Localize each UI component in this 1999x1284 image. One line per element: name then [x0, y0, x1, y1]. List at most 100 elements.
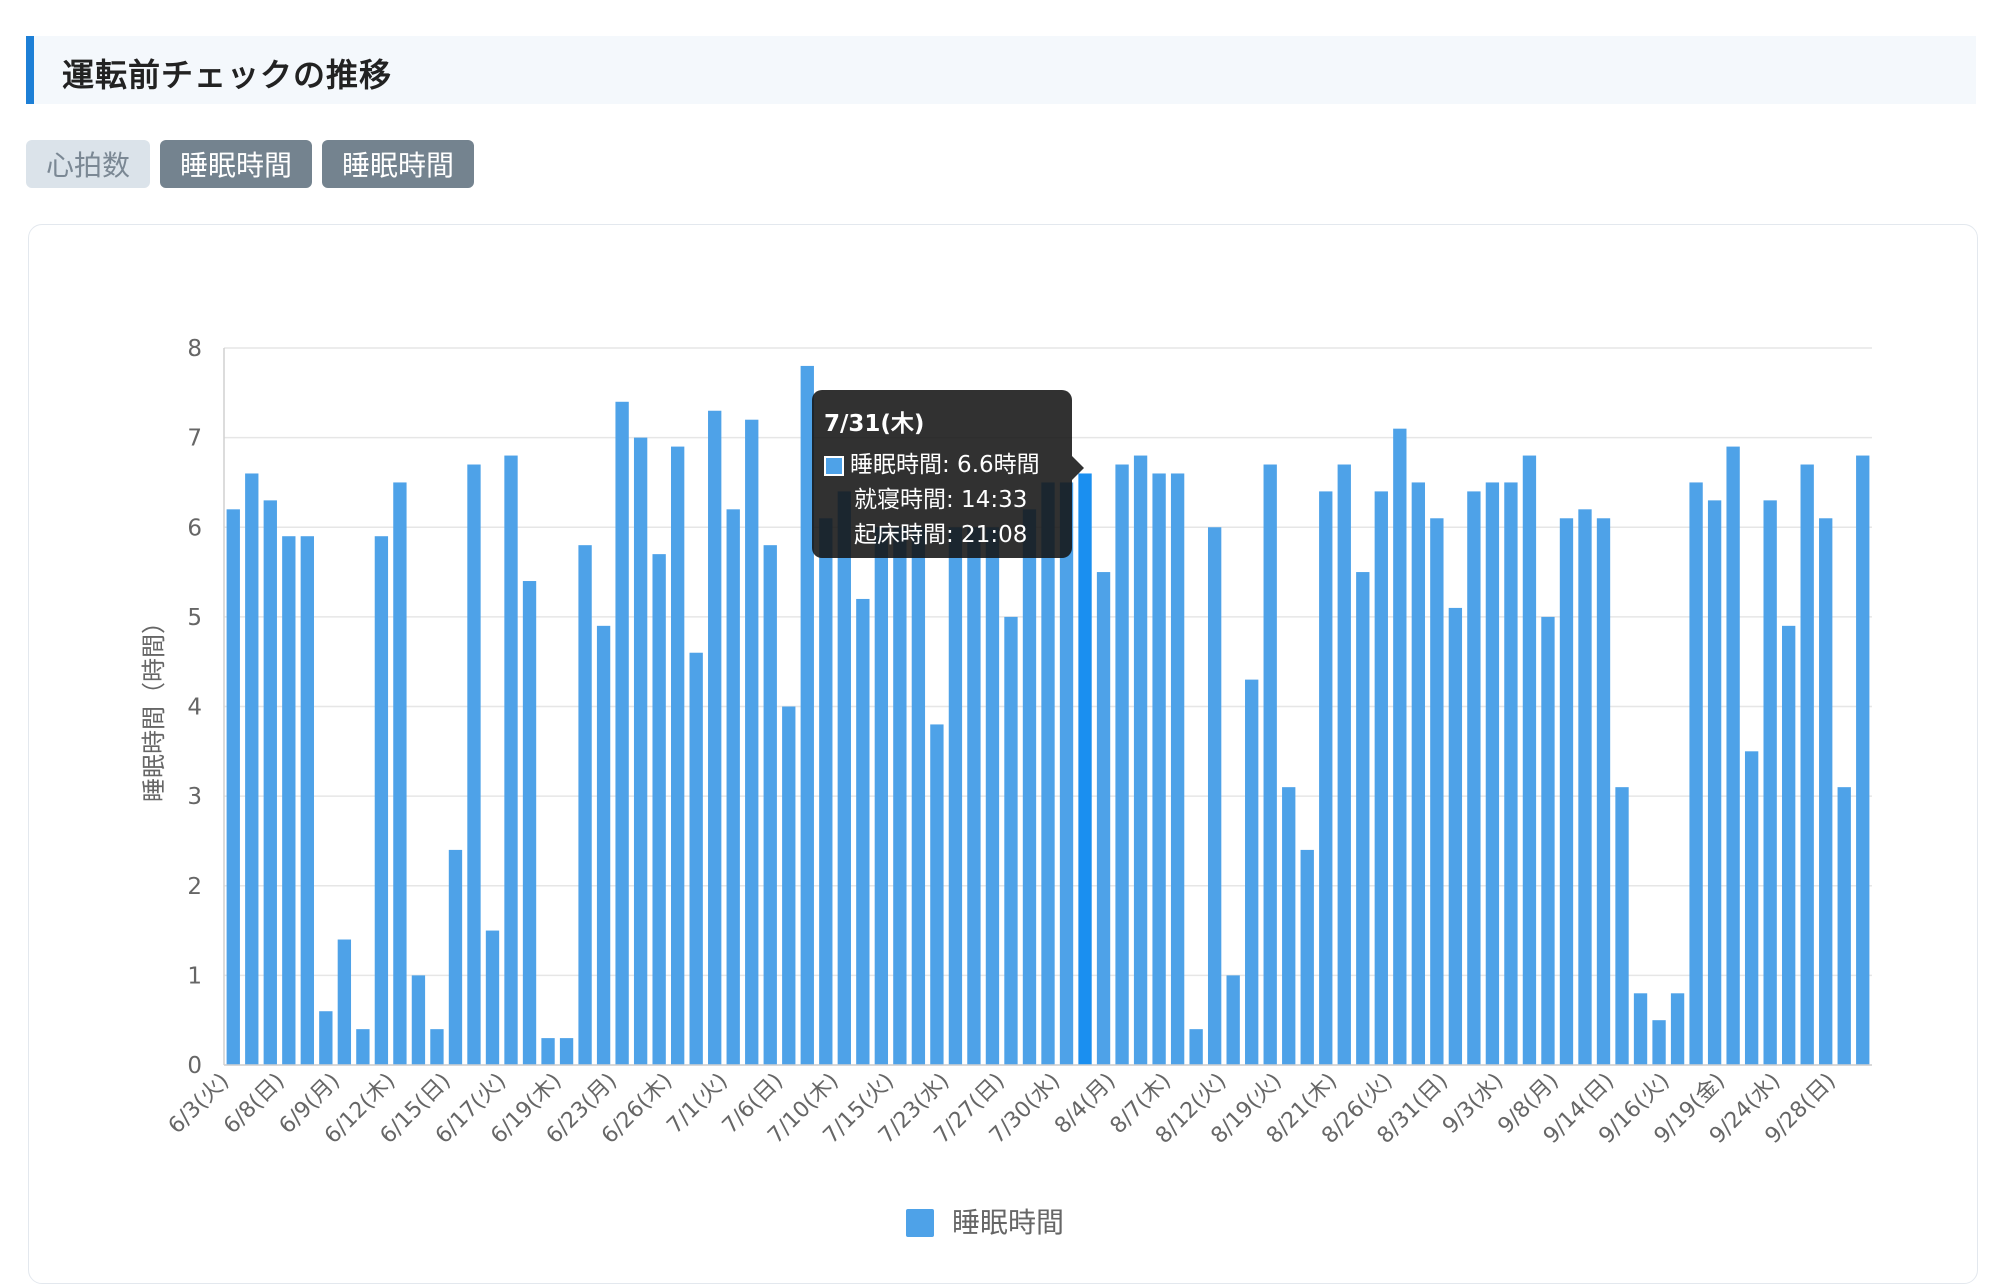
bar — [1689, 482, 1703, 1065]
bar — [1374, 491, 1388, 1065]
bar — [911, 527, 926, 1065]
bar — [1504, 482, 1518, 1065]
bar — [1763, 500, 1777, 1065]
x-tick-label: 8/4(月) — [1050, 1069, 1120, 1139]
bar — [1263, 464, 1277, 1065]
bar — [708, 410, 722, 1065]
y-tick-label: 3 — [187, 784, 202, 810]
bar — [559, 1038, 574, 1065]
bar — [1189, 1029, 1203, 1065]
bar — [689, 652, 703, 1065]
bar — [245, 473, 259, 1066]
metric-tabs: 心拍数 睡眠時間 睡眠時間 — [26, 140, 475, 188]
bar — [467, 464, 481, 1065]
bar — [1541, 616, 1555, 1065]
bar — [1782, 625, 1796, 1065]
bar — [1004, 616, 1018, 1065]
tooltip-bedtime: 就寝時間: 14:33 — [854, 487, 1028, 513]
x-tick-label: 6/8(日) — [219, 1069, 289, 1139]
bar — [1856, 455, 1870, 1065]
bar — [1707, 500, 1722, 1065]
bar — [226, 509, 240, 1065]
bar — [670, 446, 685, 1065]
bar — [782, 706, 796, 1065]
tab-sleep-time-2[interactable]: 睡眠時間 — [322, 140, 475, 188]
legend-label: 睡眠時間 — [952, 1206, 1064, 1239]
bar — [1226, 975, 1240, 1065]
bar — [300, 536, 314, 1065]
bar — [1800, 464, 1814, 1065]
bar — [596, 625, 611, 1065]
tab-sleep-time[interactable]: 睡眠時間 — [160, 140, 313, 188]
bar — [411, 975, 426, 1065]
bar — [1652, 1020, 1666, 1065]
bar — [1300, 849, 1314, 1065]
x-tick-label: 6/3(火) — [164, 1069, 234, 1139]
tooltip-caret — [1072, 456, 1084, 480]
bar — [1282, 787, 1296, 1065]
bar — [1559, 518, 1574, 1065]
y-tick-label: 8 — [187, 336, 202, 362]
bar — [504, 455, 518, 1065]
bar — [893, 527, 907, 1065]
bar — [930, 724, 944, 1065]
bar — [393, 482, 407, 1065]
tooltip-row-sleep: 睡眠時間: 6.6時間 — [824, 448, 1060, 483]
bar — [800, 365, 814, 1065]
bar — [522, 581, 537, 1065]
bar — [1430, 518, 1444, 1065]
bar — [337, 939, 352, 1065]
bar — [1411, 482, 1426, 1065]
y-tick-label: 6 — [187, 515, 202, 541]
bar — [837, 491, 851, 1065]
bar — [1152, 473, 1166, 1066]
bar — [615, 401, 629, 1065]
y-tick-label: 1 — [187, 963, 202, 989]
bar — [1467, 491, 1481, 1065]
bar — [1670, 993, 1685, 1065]
bar — [1041, 482, 1055, 1065]
bar — [1096, 572, 1111, 1065]
bar — [485, 930, 500, 1065]
bar — [874, 527, 889, 1065]
legend-swatch — [906, 1209, 934, 1237]
tooltip-swatch — [824, 455, 844, 476]
y-tick-label: 2 — [187, 874, 202, 900]
bar — [1245, 679, 1259, 1065]
bar — [1522, 455, 1537, 1065]
chart-tooltip: 7/31(木) 睡眠時間: 6.6時間 就寝時間: 14:33 起床時間: 21… — [812, 390, 1084, 558]
bar — [319, 1011, 333, 1065]
bar — [763, 545, 777, 1065]
bar — [967, 527, 981, 1065]
bar — [1207, 527, 1222, 1065]
tooltip-waketime: 起床時間: 21:08 — [854, 522, 1028, 548]
bar — [1022, 509, 1037, 1065]
bar — [726, 509, 740, 1065]
bar — [374, 536, 389, 1065]
tab-heart-rate[interactable]: 心拍数 — [26, 140, 151, 188]
y-tick-label: 4 — [187, 695, 202, 721]
section-header: 運転前チェックの推移 — [26, 36, 1976, 104]
bar — [1170, 473, 1185, 1066]
bar — [1078, 473, 1092, 1066]
bar — [263, 500, 277, 1065]
bar — [448, 849, 463, 1065]
bar — [819, 518, 833, 1065]
bar — [1837, 787, 1851, 1065]
bar — [1485, 482, 1500, 1065]
bar — [1726, 446, 1740, 1065]
bar — [1319, 491, 1333, 1065]
bar — [1393, 428, 1407, 1066]
bar — [985, 527, 1000, 1065]
tooltip-title: 7/31(木) — [824, 411, 925, 437]
bar — [541, 1038, 555, 1065]
bar — [1615, 787, 1629, 1065]
bar — [1819, 518, 1833, 1065]
bar — [745, 419, 759, 1065]
bar — [1337, 464, 1351, 1065]
bar — [856, 598, 870, 1065]
bar — [633, 437, 648, 1065]
bar — [1596, 518, 1611, 1065]
page-title: 運転前チェックの推移 — [62, 56, 393, 94]
